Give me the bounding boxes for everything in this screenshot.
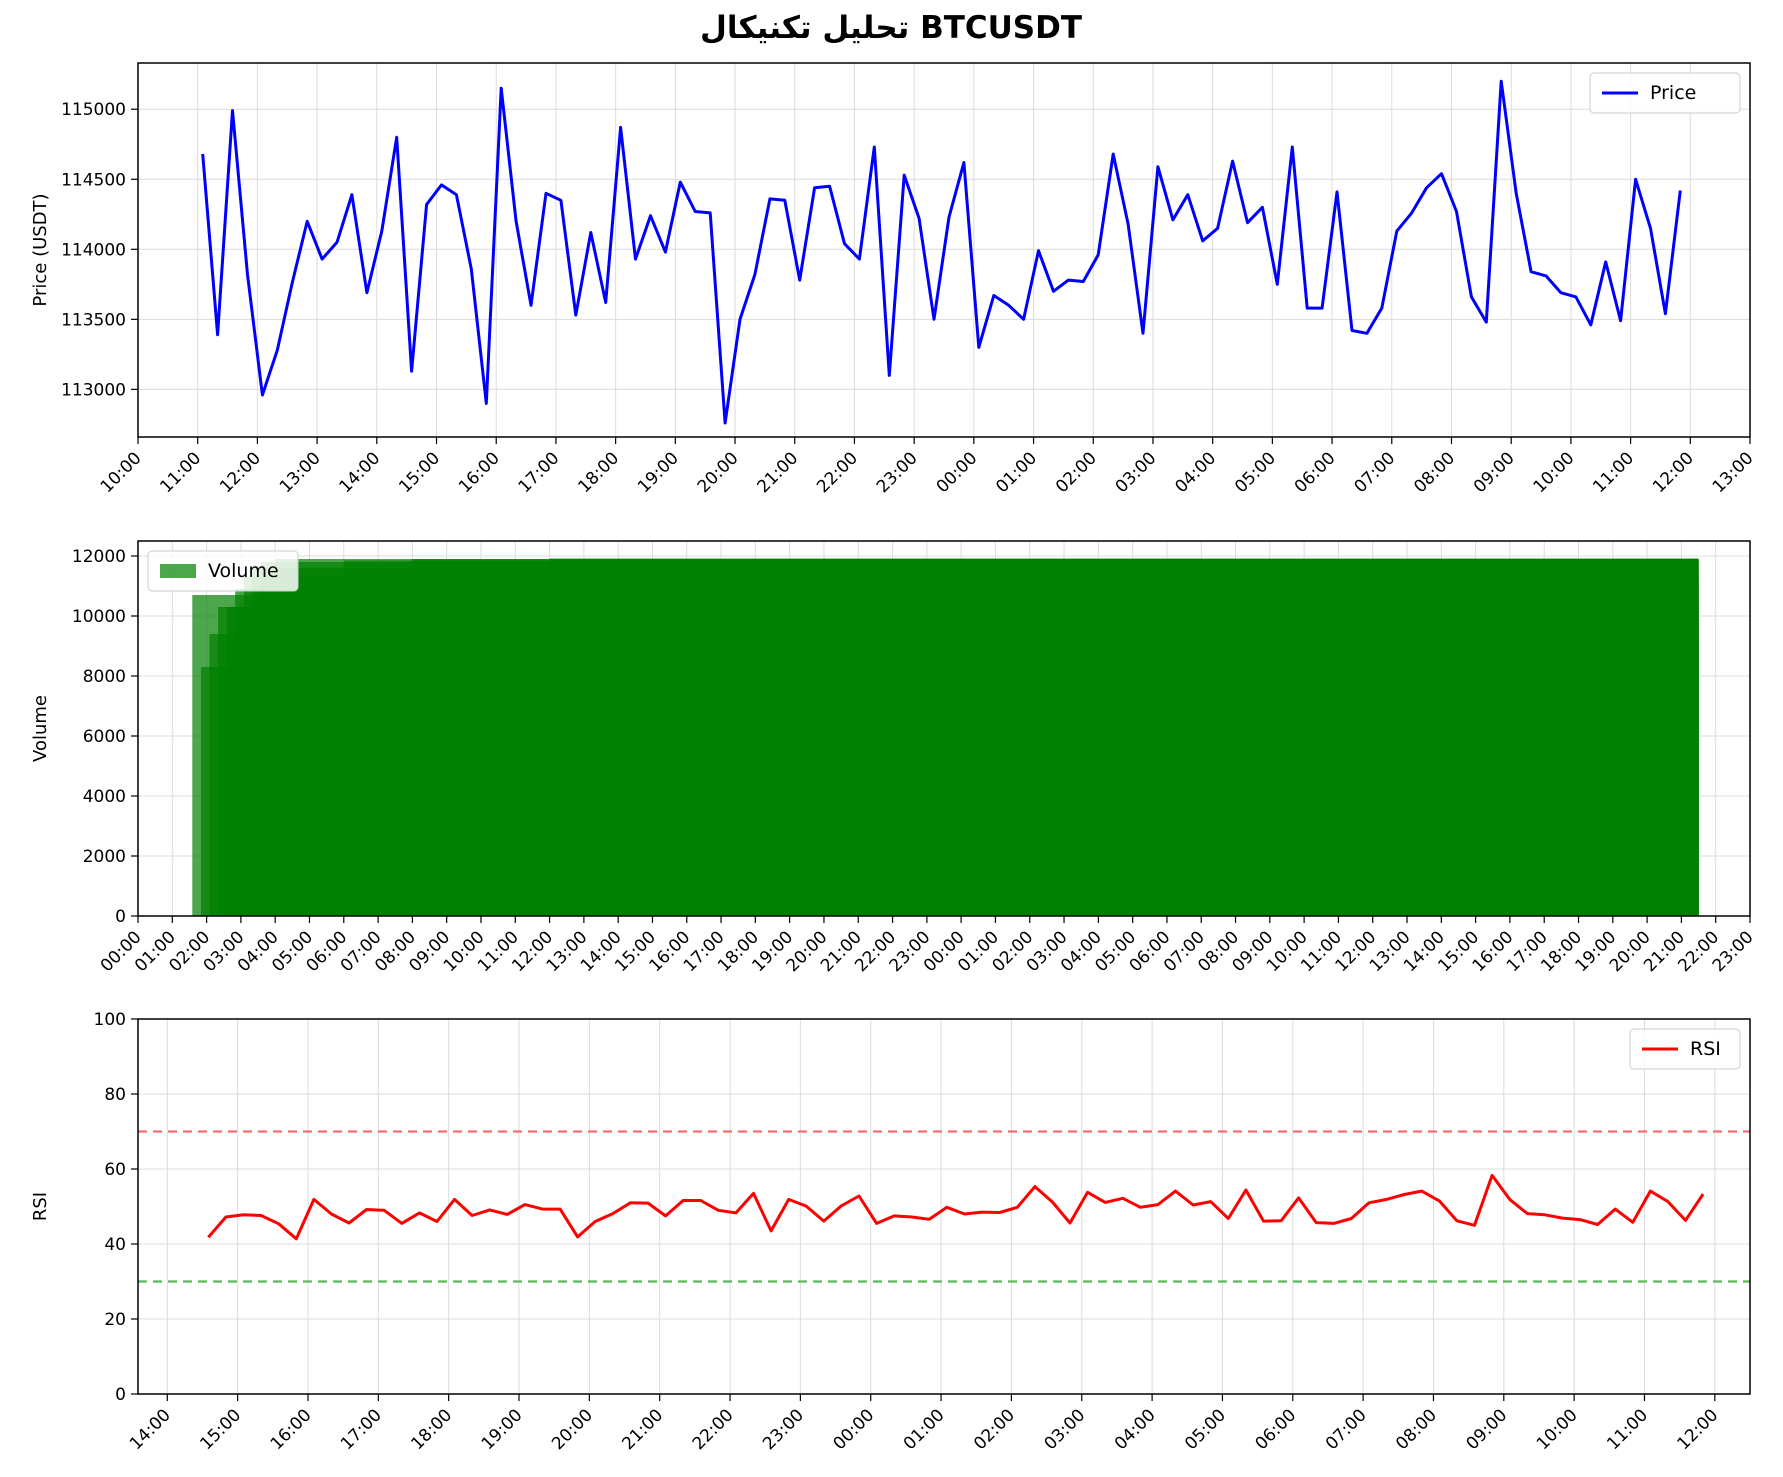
plot-frame bbox=[137, 1018, 1751, 1395]
x-tick-label: 09:00 bbox=[1463, 1405, 1512, 1454]
x-tick-label: 00:00 bbox=[933, 448, 982, 497]
x-tick-label: 03:00 bbox=[1112, 448, 1161, 497]
legend-label: Volume bbox=[208, 560, 279, 582]
x-tick-label: 21:00 bbox=[753, 448, 802, 497]
x-tick-label: 13:00 bbox=[1709, 448, 1758, 497]
y-tick-label: 100 bbox=[94, 1010, 126, 1030]
y-tick-label: 2000 bbox=[83, 847, 126, 867]
x-tick-label: 15:00 bbox=[196, 1405, 245, 1454]
x-tick-label: 14:00 bbox=[126, 1405, 175, 1454]
legend-label: RSI bbox=[1690, 1038, 1721, 1060]
y-tick-label: 115000 bbox=[61, 100, 126, 120]
y-tick-label: 10000 bbox=[72, 607, 126, 627]
x-tick-label: 04:00 bbox=[1171, 448, 1220, 497]
x-tick-label: 19:00 bbox=[478, 1405, 527, 1454]
x-tick-label: 17:00 bbox=[337, 1405, 386, 1454]
price-line bbox=[201, 79, 1682, 425]
x-tick-label: 02:00 bbox=[1052, 448, 1101, 497]
x-tick-label: 14:00 bbox=[336, 448, 385, 497]
x-tick-label: 19:00 bbox=[634, 448, 683, 497]
y-tick-label: 113500 bbox=[61, 310, 126, 330]
rsi-line bbox=[207, 1173, 1705, 1241]
volume-bar bbox=[1672, 562, 1699, 916]
legend-box bbox=[1629, 1028, 1741, 1070]
y-tick-label: 114500 bbox=[61, 170, 126, 190]
x-tick-label: 00:00 bbox=[829, 1405, 878, 1454]
x-tick-label: 20:00 bbox=[694, 448, 743, 497]
plot-frame bbox=[137, 540, 1751, 917]
x-tick-label: 23:00 bbox=[759, 1405, 808, 1454]
y-tick-label: 114000 bbox=[61, 240, 126, 260]
x-tick-label: 15:00 bbox=[395, 448, 444, 497]
x-tick-label: 18:00 bbox=[574, 448, 623, 497]
x-tick-label: 05:00 bbox=[1231, 448, 1280, 497]
chart-title: تحلیل تکنیکال BTCUSDT bbox=[700, 10, 1082, 46]
plot-frame bbox=[137, 62, 1751, 438]
y-tick-label: 80 bbox=[104, 1085, 126, 1105]
x-tick-label: 16:00 bbox=[267, 1405, 316, 1454]
x-tick-label: 11:00 bbox=[1603, 1405, 1652, 1454]
x-tick-label: 22:00 bbox=[689, 1405, 738, 1454]
x-tick-label: 08:00 bbox=[1410, 448, 1459, 497]
x-tick-label: 07:00 bbox=[1351, 448, 1400, 497]
legend-box bbox=[147, 550, 299, 592]
x-tick-label: 10:00 bbox=[1533, 1405, 1582, 1454]
y-tick-label: 12000 bbox=[72, 547, 126, 567]
x-tick-label: 20:00 bbox=[548, 1405, 597, 1454]
y-tick-label: 8000 bbox=[83, 667, 126, 687]
x-tick-label: 08:00 bbox=[1392, 1405, 1441, 1454]
x-tick-label: 07:00 bbox=[1322, 1405, 1371, 1454]
rsi-panel: 0 20 40 60 80 100 14:00 15:00 16:00 17:00 18:00 19:… bbox=[30, 1010, 1751, 1454]
x-tick-label: 12:00 bbox=[216, 448, 265, 497]
x-tick-label: 01:00 bbox=[992, 448, 1041, 497]
x-tick-label: 12:00 bbox=[1674, 1405, 1723, 1454]
y-axis-label: Volume bbox=[30, 695, 51, 762]
y-tick-label: 60 bbox=[104, 1160, 126, 1180]
x-tick-label: 13:00 bbox=[276, 448, 325, 497]
x-tick-label: 04:00 bbox=[1111, 1405, 1160, 1454]
x-tick-label: 21:00 bbox=[618, 1405, 667, 1454]
x-tick-label: 05:00 bbox=[1181, 1405, 1230, 1454]
x-tick-label: 03:00 bbox=[1040, 1405, 1089, 1454]
x-tick-label: 10:00 bbox=[1530, 448, 1579, 497]
y-tick-label: 20 bbox=[104, 1310, 126, 1330]
x-tick-label: 18:00 bbox=[407, 1405, 456, 1454]
y-tick-label: 40 bbox=[104, 1235, 126, 1255]
x-tick-label: 06:00 bbox=[1252, 1405, 1301, 1454]
x-tick-label: 09:00 bbox=[1470, 448, 1519, 497]
x-tick-label: 17:00 bbox=[515, 448, 564, 497]
x-tick-label: 22:00 bbox=[813, 448, 862, 497]
y-tick-label: 4000 bbox=[83, 787, 126, 807]
y-tick-label: 6000 bbox=[83, 727, 126, 747]
x-tick-label: 10:00 bbox=[97, 448, 146, 497]
x-tick-label: 01:00 bbox=[900, 1405, 949, 1454]
legend-box bbox=[1589, 72, 1741, 114]
y-tick-label: 0 bbox=[115, 907, 126, 927]
legend-swatch bbox=[160, 564, 196, 578]
y-axis-label: Price (USDT) bbox=[30, 193, 51, 306]
x-tick-label: 06:00 bbox=[1291, 448, 1340, 497]
volume-panel: 02000400060008000100001200000:0001:0002:… bbox=[30, 540, 1758, 976]
x-tick-label: 02:00 bbox=[970, 1405, 1019, 1454]
x-tick-label: 11:00 bbox=[156, 448, 205, 497]
y-tick-label: 113000 bbox=[61, 380, 126, 400]
y-tick-label: 0 bbox=[115, 1385, 126, 1405]
x-tick-label: 12:00 bbox=[1649, 448, 1698, 497]
x-tick-label: 23:00 bbox=[873, 448, 922, 497]
x-tick-label: 11:00 bbox=[1589, 448, 1638, 497]
x-tick-label: 16:00 bbox=[455, 448, 504, 497]
legend-label: Price bbox=[1650, 82, 1696, 104]
y-axis-label: RSI bbox=[30, 1192, 51, 1221]
